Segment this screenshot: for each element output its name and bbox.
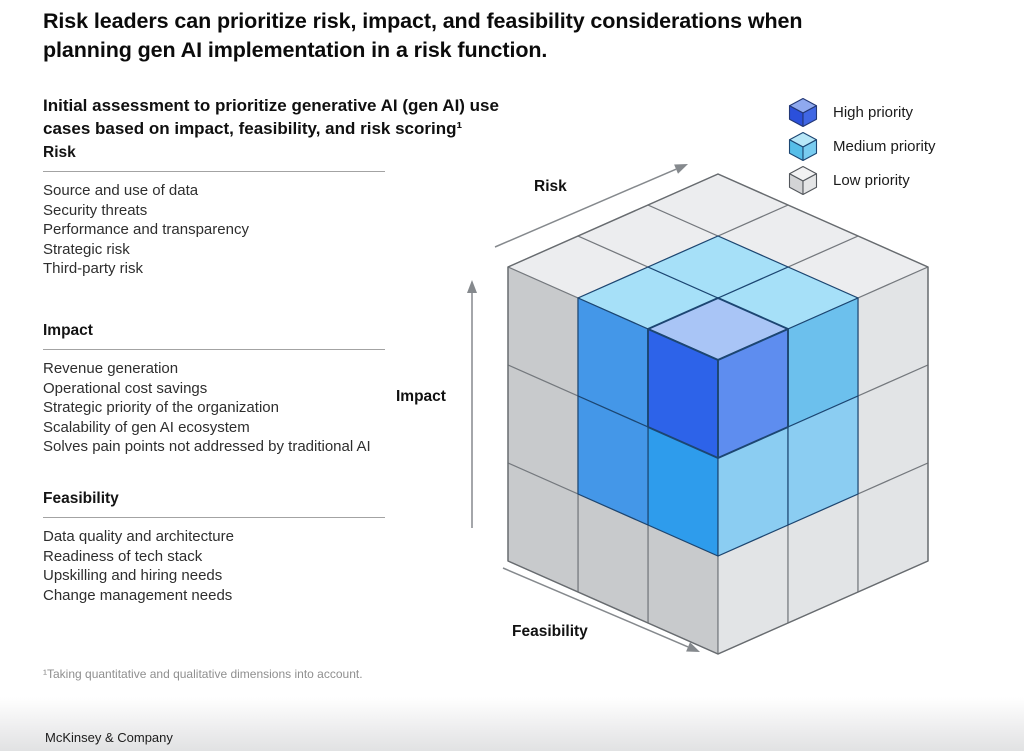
legend-row-low-priority: Low priority [786, 163, 936, 197]
cube-cell-low-left [507, 364, 579, 495]
cube-cell-high-right [717, 328, 789, 459]
feasibility-section-header: Feasibility [43, 490, 119, 507]
priority-cube-icon [788, 165, 818, 196]
cube-cell-low-top [507, 235, 649, 299]
cube-cell-medium-right [787, 395, 859, 526]
legend-row-medium-priority: Medium priority [786, 129, 936, 163]
list-item: Revenue generation [43, 360, 179, 377]
cube-cell-low-right [717, 524, 789, 655]
list-item: Data quality and architecture [43, 528, 234, 545]
priority-cube-icon [788, 131, 818, 162]
page-title-line-1: Risk leaders can prioritize risk, impact… [43, 9, 803, 33]
cube-cell-low-left [507, 462, 579, 593]
feasibility-list: Data quality and architecture Readiness o… [43, 527, 463, 605]
cube-cell-medium-left [577, 395, 649, 526]
list-item: Performance and transparency [43, 221, 249, 238]
list-item: Change management needs [43, 586, 233, 604]
cube-right-face [802, 139, 818, 162]
exhibit-subtitle: Initial assessment to prioritize generat… [43, 94, 603, 140]
priority-legend: High priority Medium priority Low priori… [786, 95, 936, 197]
cube-cell-medium-right [717, 426, 789, 557]
cube-cell-low-right [857, 364, 929, 495]
list-item: Readiness of tech stack [43, 547, 203, 565]
cube-cell-low-top [717, 204, 859, 268]
risk-section: Risk Source and use of data Security thre… [43, 144, 463, 279]
risk-section-header: Risk [43, 144, 76, 161]
risk-list: Source and use of data Security threats Pe… [43, 181, 463, 279]
mckinsey-company-wordmark: McKinsey & Company [45, 730, 173, 745]
cube-cell-low-left [507, 266, 579, 397]
legend-label: Low priority [833, 171, 910, 189]
cube-cell-low-top [787, 235, 929, 299]
cube-cell-low-left [647, 524, 719, 655]
list-item: Third-party risk [43, 260, 144, 277]
impact-axis-label: Impact [396, 388, 446, 405]
cube-cell-medium-left [577, 297, 649, 428]
feasibility-section-divider [43, 517, 385, 518]
feasibility-section: Feasibility Data quality and architectur… [43, 490, 463, 605]
cube-cell-low-right [857, 462, 929, 593]
impact-section-header: Impact [43, 322, 93, 339]
list-item: Solves pain points not addressed by trad… [43, 438, 371, 455]
cube-cell-high-left [647, 328, 719, 459]
cube-cell-medium-top [647, 235, 789, 299]
cube-cell-medium-right [787, 297, 859, 428]
list-item: Security threats [43, 201, 148, 219]
cube-cell-low-left [577, 493, 649, 624]
impact-section-divider [43, 349, 385, 350]
cube-outline [507, 173, 929, 655]
page-title: Risk leaders can prioritize risk, impact… [43, 7, 983, 65]
impact-section: Impact Revenue generation Operational cos… [43, 322, 463, 457]
cube-cell-high-top [647, 297, 789, 361]
cube-cell-low-right [787, 493, 859, 624]
list-item: Strategic risk [43, 240, 130, 258]
feasibility-axis-arrow-head [686, 642, 700, 652]
cube-cell-low-right [857, 266, 929, 397]
legend-label: High priority [833, 103, 914, 121]
priority-cube-icon [788, 97, 818, 128]
list-item: Operational cost savings [43, 379, 208, 397]
impact-list: Revenue generation Operational cost savin… [43, 359, 463, 457]
feasibility-axis-label: Feasibility [512, 623, 588, 640]
list-item: Strategic priority of the organization [43, 399, 279, 416]
exhibit-subtitle-line-2: cases based on impact, feasibility, and … [43, 119, 463, 138]
cube-right-face [802, 105, 818, 128]
risk-section-divider [43, 171, 385, 172]
impact-axis-arrow-head [467, 280, 477, 293]
risk-axis-arrow-line [494, 168, 677, 248]
page-title-line-2: planning gen AI implementation in a risk… [43, 38, 548, 62]
footnote: ¹Taking quantitative and qualitative dim… [43, 667, 363, 681]
cube-cell-medium-left [647, 426, 719, 557]
legend-label: Medium priority [833, 137, 936, 155]
cube-cell-medium-top [717, 266, 859, 330]
legend-row-high-priority: High priority [786, 95, 936, 129]
cube-cell-low-top [577, 204, 719, 268]
risk-axis-label: Risk [534, 178, 567, 195]
exhibit-subtitle-line-1: Initial assessment to prioritize generat… [43, 96, 499, 115]
list-item: Source and use of data [43, 182, 199, 199]
risk-axis-arrow-head [674, 164, 688, 174]
list-item: Scalability of gen AI ecosystem [43, 418, 250, 436]
footer-band: McKinsey & Company [0, 697, 1024, 751]
list-item: Upskilling and hiring needs [43, 567, 223, 584]
cube-cell-low-top [647, 173, 789, 237]
cube-cell-medium-top [577, 266, 719, 330]
